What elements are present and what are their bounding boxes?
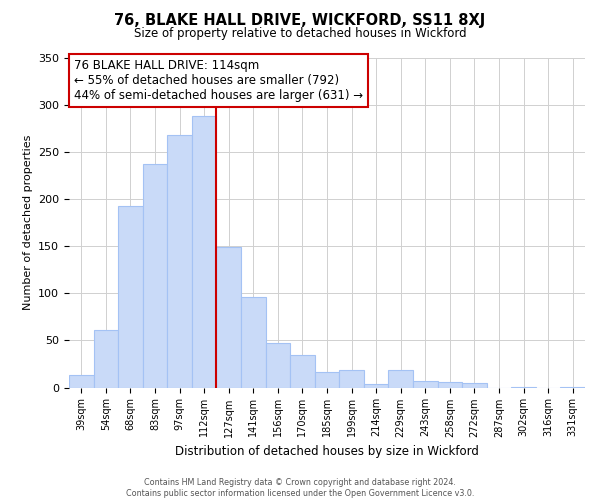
Bar — [266, 343, 290, 388]
Bar — [364, 384, 388, 388]
Bar — [167, 135, 192, 388]
Text: 76 BLAKE HALL DRIVE: 114sqm
← 55% of detached houses are smaller (792)
44% of se: 76 BLAKE HALL DRIVE: 114sqm ← 55% of det… — [74, 59, 363, 102]
Text: Size of property relative to detached houses in Wickford: Size of property relative to detached ho… — [134, 28, 466, 40]
Bar — [241, 297, 266, 388]
Bar — [511, 386, 536, 388]
Bar — [462, 383, 487, 388]
Bar — [118, 206, 143, 388]
Bar — [388, 370, 413, 388]
Bar — [413, 381, 437, 388]
Bar — [217, 247, 241, 388]
Bar — [339, 370, 364, 388]
X-axis label: Distribution of detached houses by size in Wickford: Distribution of detached houses by size … — [175, 445, 479, 458]
Bar — [315, 372, 339, 388]
Bar — [143, 164, 167, 388]
Bar — [94, 330, 118, 388]
Bar — [560, 386, 585, 388]
Text: 76, BLAKE HALL DRIVE, WICKFORD, SS11 8XJ: 76, BLAKE HALL DRIVE, WICKFORD, SS11 8XJ — [115, 12, 485, 28]
Text: Contains HM Land Registry data © Crown copyright and database right 2024.
Contai: Contains HM Land Registry data © Crown c… — [126, 478, 474, 498]
Y-axis label: Number of detached properties: Number of detached properties — [23, 135, 32, 310]
Bar — [437, 382, 462, 388]
Bar — [192, 116, 217, 388]
Bar — [290, 356, 315, 388]
Bar — [69, 375, 94, 388]
